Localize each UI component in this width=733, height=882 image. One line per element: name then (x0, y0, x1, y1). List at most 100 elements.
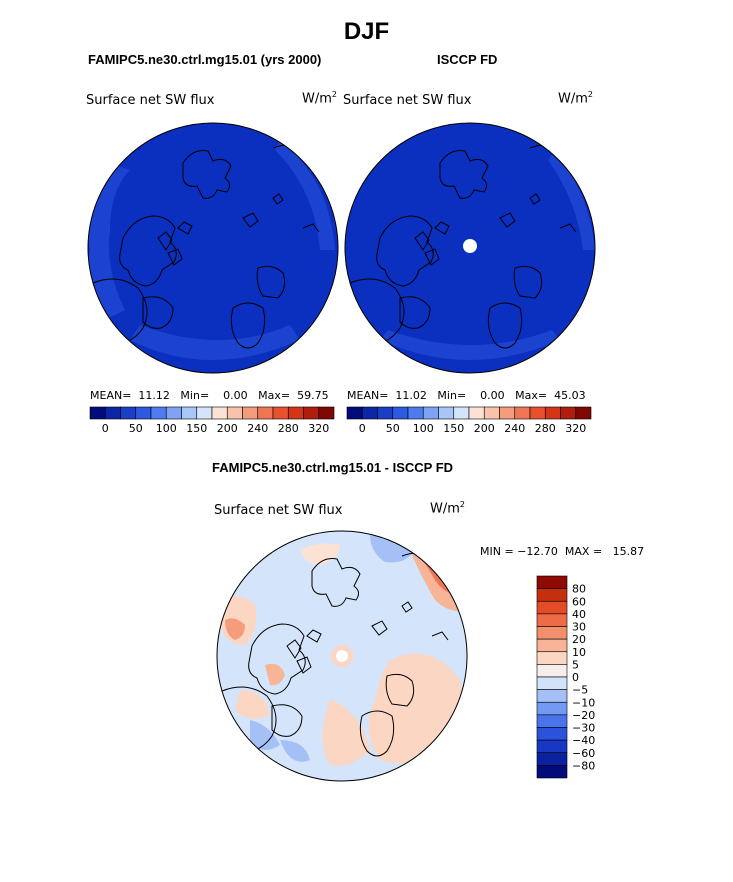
difference-colorbar-swatch (536, 575, 568, 589)
difference-colorbar-tick-label: −60 (572, 747, 595, 760)
colorbar-2-swatch (468, 406, 485, 420)
colorbar-1-swatch (165, 406, 182, 420)
colorbar-2-swatch (407, 406, 424, 420)
colorbar-2-swatch (529, 406, 546, 420)
colorbar-1-swatch (211, 406, 228, 420)
colorbar-2-swatch (438, 406, 455, 420)
colorbar-1-swatch (318, 406, 335, 420)
colorbar-2-swatch (499, 406, 516, 420)
pole-hole-2 (463, 239, 477, 253)
colorbar-1-swatch (89, 406, 106, 420)
colorbar-1-tick-label: 0 (102, 422, 109, 435)
colorbar-2-swatch (422, 406, 439, 420)
colorbar-2-swatch (392, 406, 409, 420)
colorbar-2-tick-label: 200 (474, 422, 495, 435)
difference-title: FAMIPC5.ne30.ctrl.mg15.01 - ISCCP FD (212, 460, 454, 475)
panel-2-variable: Surface net SW flux (343, 93, 472, 108)
page-title: DJF (343, 18, 390, 45)
difference-colorbar-tick-label: −10 (572, 696, 595, 709)
difference-colorbar-swatch (536, 600, 568, 615)
colorbar-2-swatch (453, 406, 470, 420)
difference-colorbar-swatch (536, 701, 568, 716)
colorbar-1-tick-label: 280 (278, 422, 299, 435)
difference-colorbar-tick-label: −5 (572, 684, 588, 697)
difference-colorbar-tick-label: −30 (572, 722, 595, 735)
top-maps-svg: 0 50 100 150 200 240 280 320 0 50 100 150 200 240 280… (87, 122, 596, 435)
difference-colorbar-swatch (536, 664, 568, 678)
difference-colorbar-tick-label: −20 (572, 709, 595, 722)
colorbar-1-swatch (242, 406, 259, 420)
colorbar-2-swatch (377, 406, 394, 420)
difference-stats: MIN = −12.70 MAX = 15.87 (480, 545, 645, 558)
panel-2-units: W/m2 (558, 90, 593, 107)
colorbar-2: 0 50 100 150 200 240 280 320 (346, 406, 592, 435)
colorbar-1-swatch (181, 406, 198, 420)
colorbar-2-tick-label: 320 (565, 422, 586, 435)
difference-variable: Surface net SW flux (214, 503, 343, 518)
difference-colorbar-swatch (536, 638, 568, 653)
difference-colorbar-tick-label: 60 (572, 595, 586, 608)
colorbar-1-tick-label: 100 (156, 422, 177, 435)
colorbar-1-swatch (257, 406, 274, 420)
colorbar-2-tick-label: 150 (443, 422, 464, 435)
difference-colorbar-swatch (536, 765, 568, 779)
difference-colorbar-swatch (536, 651, 568, 665)
colorbar-2-swatch (560, 406, 577, 420)
colorbar-1-tick-label: 150 (186, 422, 207, 435)
difference-colorbar-tick-label: 30 (572, 621, 586, 634)
difference-colorbar-swatch (536, 689, 568, 703)
colorbar-2-swatch (575, 406, 592, 420)
colorbar-2-swatch (544, 406, 561, 420)
difference-colorbar-swatch (536, 752, 568, 766)
colorbar-1-tick-label: 240 (247, 422, 268, 435)
pole-hole-3 (336, 650, 348, 662)
difference-colorbar-tick-label: 0 (572, 671, 579, 684)
colorbar-1-swatch (104, 406, 121, 420)
difference-colorbar-swatch (536, 739, 568, 754)
colorbar-2-tick-label: 240 (504, 422, 525, 435)
colorbar-1-tick-label: 320 (308, 422, 329, 435)
difference-colorbar-tick-label: 40 (572, 608, 586, 621)
difference-colorbar-swatch (536, 727, 568, 741)
difference-colorbar-swatch (536, 613, 568, 627)
colorbar-2-swatch (346, 406, 363, 420)
colorbar-2-tick-label: 50 (386, 422, 400, 435)
panel-1-title: FAMIPC5.ne30.ctrl.mg15.01 (yrs 2000) (88, 52, 322, 67)
panel-1-stats: MEAN= 11.12 Min= 0.00 Max= 59.75 (90, 389, 329, 402)
colorbar-1: 0 50 100 150 200 240 280 320 (89, 406, 335, 435)
difference-colorbar-swatch (536, 676, 568, 690)
difference-colorbar-tick-label: 5 (572, 658, 579, 671)
colorbar-1-swatch (303, 406, 320, 420)
colorbar-1-swatch (226, 406, 243, 420)
panel-2-stats: MEAN= 11.02 Min= 0.00 Max= 45.03 (347, 389, 586, 402)
colorbar-1-swatch (120, 406, 137, 420)
colorbar-2-swatch (361, 406, 378, 420)
colorbar-2-tick-label: 280 (535, 422, 556, 435)
colorbar-2-swatch (483, 406, 500, 420)
colorbar-1-swatch (272, 406, 289, 420)
colorbar-2-swatch (514, 406, 531, 420)
colorbar-1-swatch (287, 406, 304, 420)
difference-units: W/m2 (430, 500, 465, 517)
difference-colorbar-tick-label: 80 (572, 583, 586, 596)
panel-2-title: ISCCP FD (437, 52, 498, 67)
difference-colorbar-tick-label: −80 (572, 759, 595, 772)
colorbar-1-swatch (150, 406, 167, 420)
difference-colorbar-swatch (536, 588, 568, 602)
map-1 (87, 122, 339, 374)
colorbar-1-swatch (196, 406, 213, 420)
difference-colorbar-tick-label: −40 (572, 734, 595, 747)
difference-colorbar-tick-label: 20 (572, 633, 586, 646)
difference-colorbar-swatch (536, 714, 568, 728)
colorbar-2-tick-label: 0 (359, 422, 366, 435)
colorbar-1-tick-label: 200 (217, 422, 238, 435)
difference-colorbar-swatch (536, 626, 568, 640)
difference-map (216, 530, 468, 782)
panel-1-variable: Surface net SW flux (86, 93, 215, 108)
colorbar-1-swatch (135, 406, 152, 420)
difference-colorbar-tick-label: 10 (572, 646, 586, 659)
colorbar-2-tick-label: 100 (413, 422, 434, 435)
colorbar-1-tick-label: 50 (129, 422, 143, 435)
